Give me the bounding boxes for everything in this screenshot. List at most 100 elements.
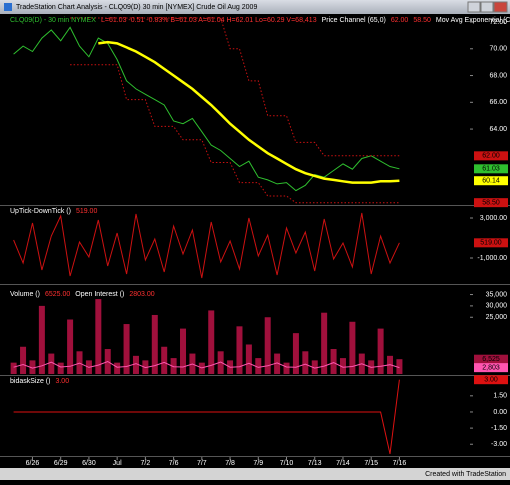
last-value-label: 58.50 — [482, 200, 500, 207]
legend-name: Price Channel (65,0) — [322, 17, 386, 24]
series-line — [98, 40, 400, 184]
volume-bar — [170, 358, 177, 374]
volume-bar — [20, 346, 27, 374]
series-line — [13, 212, 400, 279]
y-tick-label: 72.00 — [489, 19, 507, 26]
volume-bar — [57, 362, 64, 374]
last-value-box — [474, 363, 508, 373]
series-line — [13, 360, 400, 369]
last-value-box — [474, 164, 508, 174]
volume-bar — [339, 358, 346, 374]
volume-bar — [151, 314, 158, 374]
legend-value: 2803.00 — [129, 291, 154, 298]
last-value-box — [474, 198, 508, 208]
maximize-button[interactable] — [480, 1, 494, 13]
x-tick-label: 7/14 — [336, 460, 350, 467]
legend-value: 62.00 — [391, 17, 409, 24]
x-tick-label: 7/7 — [197, 460, 207, 467]
volume-bar — [255, 358, 262, 374]
x-tick-label: 7/15 — [364, 460, 378, 467]
y-tick-label: -3.00 — [491, 441, 507, 448]
last-value-box — [474, 375, 508, 385]
last-value-box — [474, 151, 508, 161]
last-value-label: 61.03 — [482, 166, 500, 173]
close-button[interactable] — [493, 1, 508, 13]
volume-bar — [330, 349, 337, 374]
last-value-box — [474, 238, 508, 248]
x-tick-label: 7/8 — [225, 460, 235, 467]
minimize-button[interactable] — [467, 1, 481, 13]
last-value-label: 62.00 — [482, 153, 500, 160]
y-tick-label: 1.50 — [493, 393, 507, 400]
legend-name: Open Interest () — [75, 291, 124, 298]
volume-bar — [292, 333, 299, 374]
volume-bar — [236, 326, 243, 374]
status-bar — [0, 468, 510, 480]
y-tick-label: 64.00 — [489, 126, 507, 133]
quote: L=61.03 -0.51 -0.83% B=61.03 A=61.04 H=6… — [101, 17, 317, 24]
y-tick-label: -1.50 — [491, 425, 507, 432]
x-tick-label: 7/10 — [280, 460, 294, 467]
volume-bar — [29, 360, 36, 374]
y-tick-label: -1,000.00 — [477, 255, 507, 262]
volume-bar — [114, 362, 121, 374]
volume-bar — [132, 355, 139, 374]
volume-bar — [311, 360, 318, 374]
last-value-label: 6,525 — [482, 356, 500, 363]
x-tick-label: 6/26 — [26, 460, 40, 467]
series-line — [13, 26, 400, 192]
volume-bar — [180, 328, 187, 374]
x-tick-label: 7/2 — [141, 460, 151, 467]
legend-value: 3.00 — [55, 378, 69, 385]
last-value-label: 3.00 — [484, 377, 498, 384]
volume-bar — [161, 346, 168, 374]
y-tick-label: 25,000 — [486, 314, 508, 321]
volume-bar — [264, 317, 271, 374]
y-tick-label: 70.00 — [489, 46, 507, 53]
last-value-box — [474, 354, 508, 364]
legend-name: Volume () — [10, 291, 40, 298]
series-line — [13, 379, 400, 455]
window-title: TradeStation Chart Analysis - CLQ09(D) 3… — [16, 4, 257, 11]
legend-name: CLQ09(D) - 30 min NYMEX — [10, 17, 96, 24]
x-tick-label: 6/30 — [82, 460, 96, 467]
volume-bar — [48, 353, 55, 374]
volume-bar — [245, 344, 252, 374]
legend-name: bidaskSize () — [10, 378, 50, 385]
legend-value: 6525.00 — [45, 291, 70, 298]
volume-bar — [283, 362, 290, 374]
volume-bar — [377, 328, 384, 374]
y-tick-label: 66.00 — [489, 99, 507, 106]
volume-bar — [321, 312, 328, 374]
series-line — [70, 64, 400, 204]
last-value-label: 519.00 — [480, 240, 502, 247]
x-tick-label: 6/29 — [54, 460, 68, 467]
legend-value: 519.00 — [76, 208, 98, 215]
x-tick-label: 7/6 — [169, 460, 179, 467]
volume-bar — [217, 351, 224, 374]
y-tick-label: 68.00 — [489, 72, 507, 79]
footer: Created with TradeStation — [425, 471, 506, 478]
last-value-label: 60.14 — [482, 178, 500, 185]
legend-name: UpTick-DownTick () — [10, 208, 71, 215]
x-tick-label: 7/13 — [308, 460, 322, 467]
volume-bar — [67, 319, 74, 374]
legend-value: 58.50 — [413, 17, 431, 24]
volume-bar — [123, 324, 130, 374]
y-tick-label: 3,000.00 — [480, 215, 507, 222]
volume-bar — [95, 299, 102, 374]
volume-bar — [38, 305, 45, 374]
y-tick-label: 30,000 — [486, 303, 508, 310]
title-bar — [0, 0, 510, 14]
y-tick-label: 0.00 — [493, 409, 507, 416]
volume-bar — [10, 362, 17, 374]
app-icon — [4, 3, 12, 11]
x-tick-label: Jul — [113, 460, 122, 467]
last-value-box — [474, 176, 508, 186]
volume-bar — [274, 353, 281, 374]
last-value-label: 2,803 — [482, 364, 500, 371]
volume-bar — [396, 359, 403, 374]
